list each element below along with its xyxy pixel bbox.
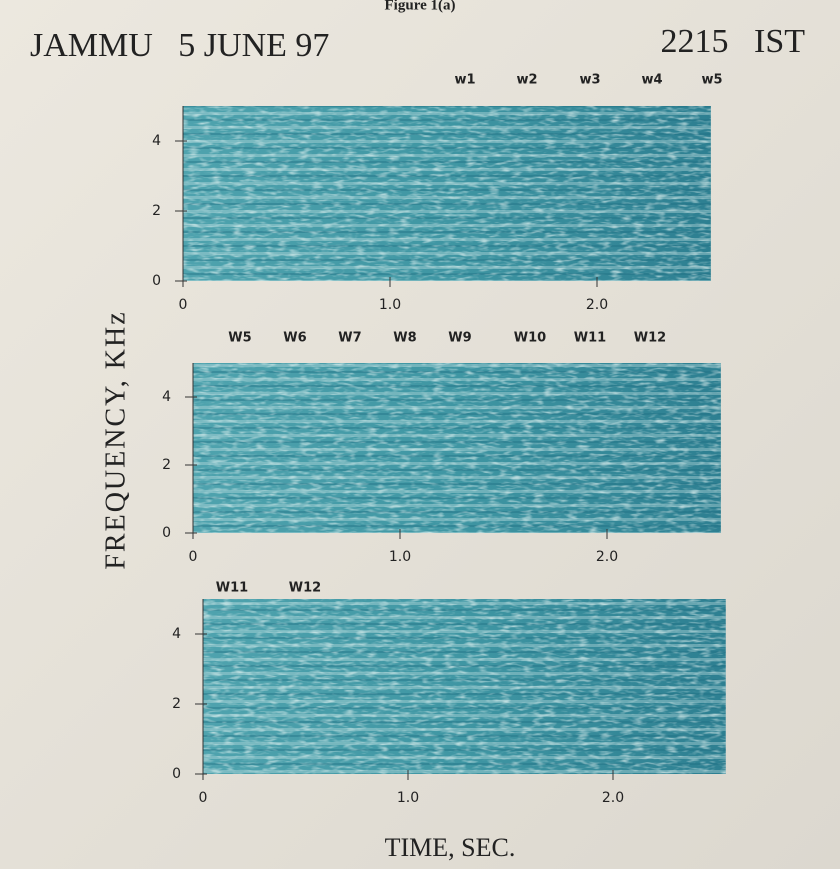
time-label: 2215 IST	[661, 23, 806, 60]
y-tick-label: 0	[152, 273, 161, 289]
whistler-label: w2	[516, 73, 537, 88]
spectrogram-noise	[193, 363, 721, 533]
y-tick-label: 4	[152, 133, 161, 149]
whistler-label: w3	[579, 73, 600, 88]
x-tick-label: 0	[199, 790, 208, 806]
x-tick-label: 0	[189, 549, 198, 565]
whistler-label: W12	[634, 331, 666, 346]
x-tick-label: 2.0	[596, 549, 618, 565]
y-tick-label: 2	[152, 203, 161, 219]
y-tick-label: 4	[172, 626, 181, 642]
y-axis-label: FREQUENCY, KHz	[100, 310, 131, 569]
whistler-label: W11	[216, 581, 248, 596]
whistler-label: W8	[393, 331, 416, 346]
x-tick-label: 1.0	[397, 790, 419, 806]
y-tick-label: 0	[162, 525, 171, 541]
y-tick-label: 4	[162, 389, 171, 405]
x-tick-label: 0	[179, 297, 188, 313]
y-tick-label: 0	[172, 766, 181, 782]
figure-label: Figure 1(a)	[385, 0, 456, 13]
whistler-label: W11	[574, 331, 606, 346]
x-tick-label: 1.0	[389, 549, 411, 565]
spectrogram-noise	[203, 599, 726, 774]
spectrogram-noise	[183, 106, 711, 281]
x-axis-label: TIME, SEC.	[385, 833, 516, 862]
x-tick-label: 1.0	[379, 297, 401, 313]
whistler-label: w5	[701, 73, 722, 88]
whistler-label: w1	[454, 73, 475, 88]
whistler-label: W10	[514, 331, 546, 346]
x-tick-label: 2.0	[602, 790, 624, 806]
y-tick-label: 2	[162, 457, 171, 473]
whistler-label: w4	[641, 73, 662, 88]
x-tick-label: 2.0	[586, 297, 608, 313]
whistler-label: W7	[338, 331, 361, 346]
title: JAMMU 5 JUNE 97	[30, 27, 329, 64]
whistler-label: W12	[289, 581, 321, 596]
figure: Figure 1(a) JAMMU 5 JUNE 97 2215 IST FRE…	[0, 0, 840, 869]
whistler-label: W9	[448, 331, 471, 346]
whistler-label: W6	[283, 331, 306, 346]
whistler-label: W5	[228, 331, 251, 346]
y-tick-label: 2	[172, 696, 181, 712]
